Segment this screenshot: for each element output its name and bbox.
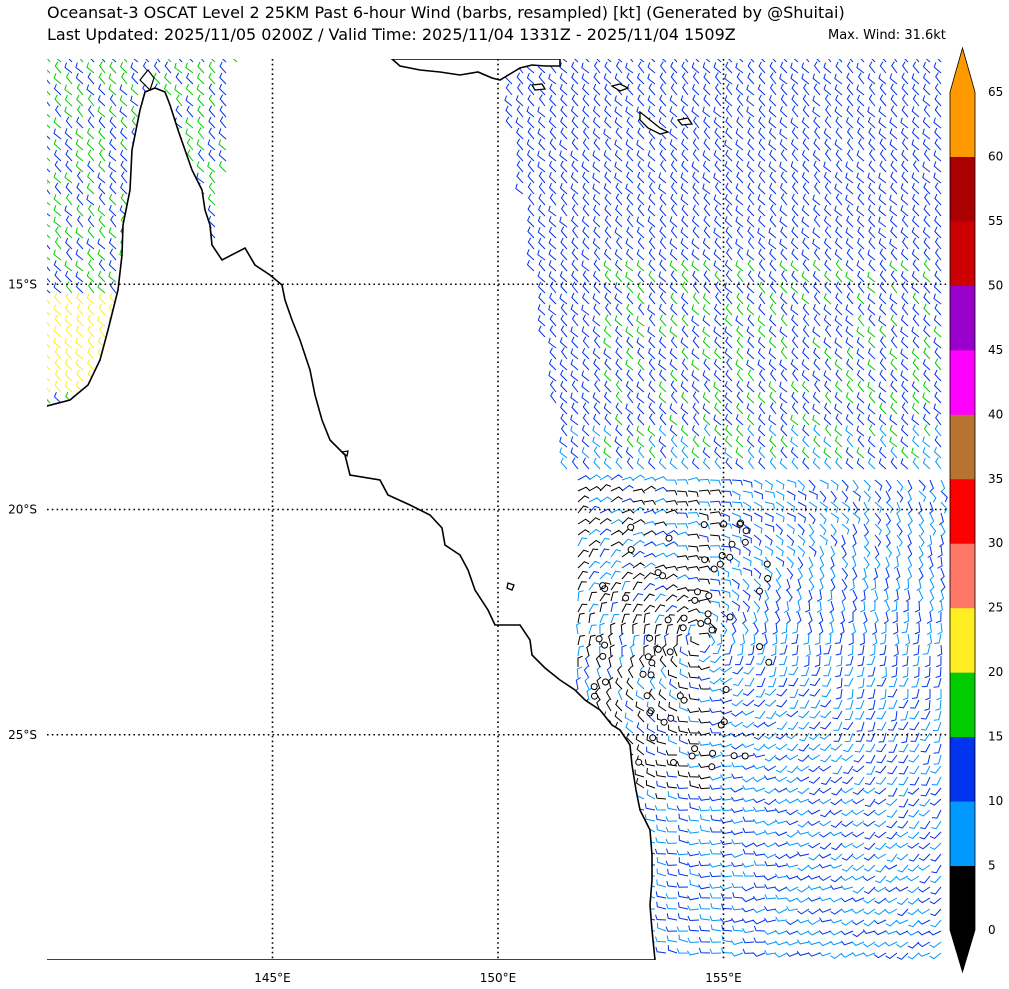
axis-tick-labels: 145°E 150°E 155°E 15°S 20°S 25°S xyxy=(8,277,742,985)
lon-tick-label: 155°E xyxy=(705,971,742,985)
colorbar-segment xyxy=(950,349,975,415)
colorbar-label: 55 xyxy=(988,214,1003,228)
island xyxy=(530,83,547,91)
colorbar-extend-max xyxy=(950,48,975,92)
colorbar-label: 65 xyxy=(988,85,1003,99)
colorbar-label: 25 xyxy=(988,601,1003,615)
colorbar-label: 30 xyxy=(988,536,1003,550)
colorbar-label: 0 xyxy=(988,923,996,937)
colorbar-label: 60 xyxy=(988,149,1003,163)
colorbar-label: 50 xyxy=(988,278,1003,292)
colorbar-label: 20 xyxy=(988,665,1003,679)
colorbar-segment xyxy=(950,607,975,673)
colorbar-label: 15 xyxy=(988,730,1003,744)
island xyxy=(610,83,630,92)
lat-tick-label: 25°S xyxy=(8,728,37,742)
lat-tick-label: 20°S xyxy=(8,503,37,517)
colorbar-segment xyxy=(950,478,975,544)
colorbar-segment xyxy=(950,220,975,286)
colorbar-segment xyxy=(950,543,975,609)
title-line-2: Last Updated: 2025/11/05 0200Z / Valid T… xyxy=(47,25,736,44)
colorbar-segment xyxy=(950,736,975,802)
island xyxy=(340,450,349,458)
colorbar-segment xyxy=(950,672,975,738)
colorbar-segment xyxy=(950,92,975,157)
colorbar-segment xyxy=(950,865,975,931)
title-line-1: Oceansat-3 OSCAT Level 2 25KM Past 6-hou… xyxy=(47,3,845,22)
colorbar-outline xyxy=(949,46,976,974)
max-wind-label: Max. Wind: 31.6kt xyxy=(828,28,946,43)
lon-tick-label: 145°E xyxy=(254,971,291,985)
colorbar-segment xyxy=(950,156,975,222)
colorbar-extend-min xyxy=(950,930,975,972)
island xyxy=(506,582,515,591)
papua-new-guinea-coast xyxy=(390,59,561,81)
colorbar-label: 10 xyxy=(988,794,1003,808)
colorbar: 0 5 10 15 20 25 30 35 40 45 50 55 60 65 xyxy=(949,46,1003,974)
colorbar-label: 45 xyxy=(988,343,1003,357)
colorbar-segment xyxy=(950,414,975,480)
lat-tick-label: 15°S xyxy=(8,277,37,291)
cape-york-tip xyxy=(139,69,155,92)
colorbar-label: 35 xyxy=(988,472,1003,486)
coastline-australia xyxy=(47,87,656,960)
colorbar-segment xyxy=(950,285,975,351)
colorbar-label: 5 xyxy=(988,859,996,873)
island xyxy=(639,110,670,135)
colorbar-label: 40 xyxy=(988,407,1003,421)
gridlines xyxy=(47,59,949,960)
island xyxy=(676,117,694,126)
colorbar-segment xyxy=(950,801,975,867)
lon-tick-label: 150°E xyxy=(480,971,517,985)
